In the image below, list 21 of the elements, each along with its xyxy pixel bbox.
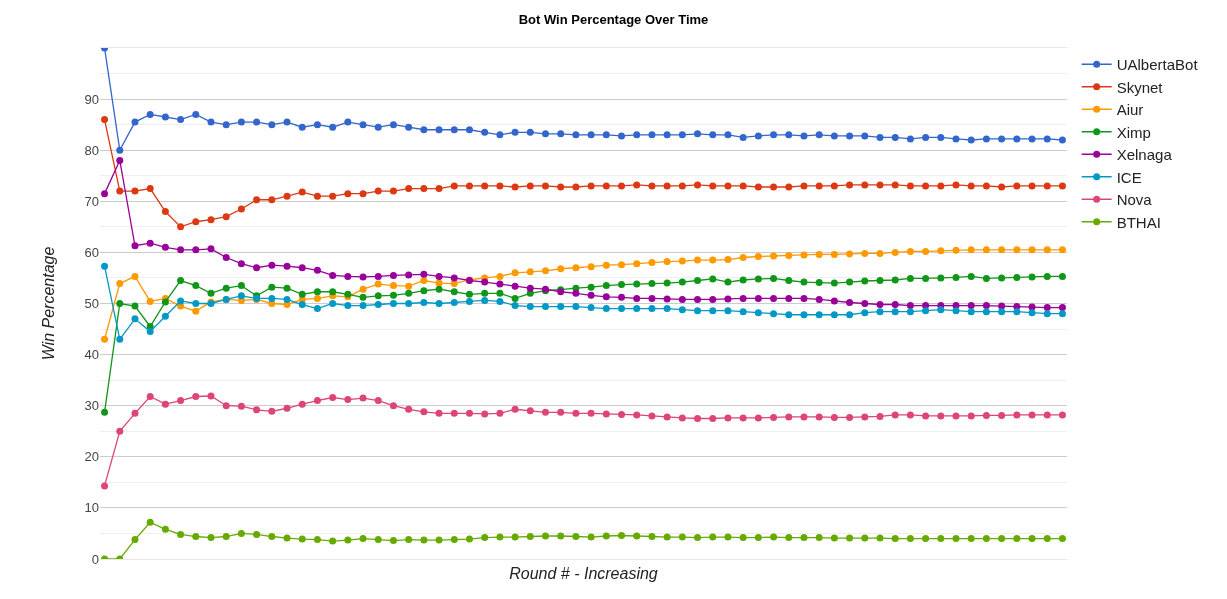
chart-title: Bot Win Percentage Over Time — [518, 12, 709, 28]
legend-label: UAlbertaBot — [1116, 56, 1199, 74]
legend-label: Ximp — [1116, 123, 1151, 141]
legend-label: Nova — [1116, 191, 1153, 209]
legend-label: BTHAI — [1116, 213, 1161, 231]
y-tick-label: 20 — [84, 449, 99, 465]
y-axis-title: Win Percentage — [40, 246, 58, 361]
y-tick-label: 10 — [84, 500, 99, 516]
y-tick-label: 60 — [84, 244, 99, 260]
y-tick-label: 40 — [84, 347, 99, 363]
y-tick-label: 80 — [84, 142, 99, 158]
y-tick-label: 0 — [91, 551, 99, 567]
legend-label: ICE — [1116, 168, 1142, 186]
y-tick-label: 90 — [84, 91, 99, 107]
x-axis-title: Round # - Increasing — [509, 564, 658, 582]
legend-label: Xelnaga — [1116, 146, 1173, 164]
legend-label: Skynet — [1116, 78, 1164, 96]
legend-label: Aiur — [1116, 101, 1144, 119]
y-tick-label: 30 — [84, 398, 99, 414]
y-tick-label: 50 — [84, 296, 99, 312]
y-tick-label: 70 — [84, 193, 99, 209]
